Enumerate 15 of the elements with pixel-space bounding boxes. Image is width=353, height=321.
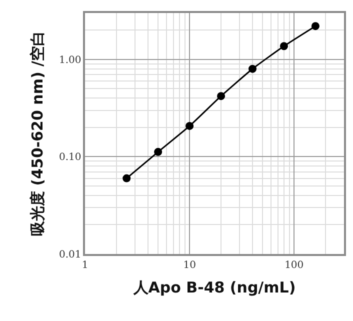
x-axis-title: 人Apo B-48 (ng/mL): [132, 278, 296, 296]
point: [248, 64, 257, 73]
x-tick-label: 10: [183, 260, 196, 271]
y-axis-title: 吸光度 (450-620 nm) /空白: [28, 30, 47, 236]
point: [122, 174, 131, 182]
y-tick-label: 0.01: [58, 250, 82, 260]
point: [217, 92, 226, 100]
point: [186, 122, 194, 130]
point: [154, 148, 162, 156]
x-tick-label: 1: [82, 260, 88, 271]
y-tick-label: 1.00: [58, 54, 82, 66]
x-tick-label: 100: [284, 260, 304, 271]
y-tick-label: 0.10: [58, 152, 82, 164]
point: [280, 42, 288, 50]
point: [311, 22, 320, 30]
